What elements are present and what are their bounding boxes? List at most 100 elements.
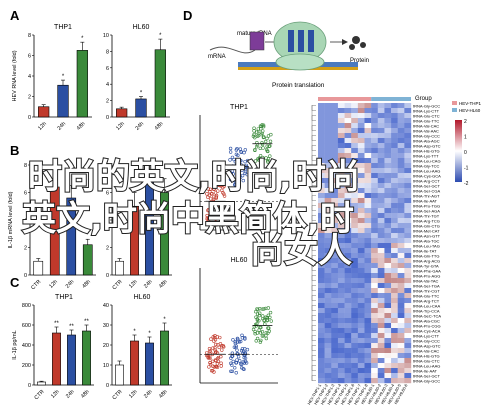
row-label: tRNA-Thr-AGT (413, 194, 440, 199)
y-tick-label: 8 (106, 49, 109, 55)
heatmap-cell (318, 168, 325, 174)
heatmap-cell (344, 188, 352, 194)
heatmap-cell (351, 128, 359, 134)
scatter-point (242, 150, 246, 155)
heatmap-cell (337, 213, 345, 219)
heatmap-cell (397, 183, 405, 189)
heatmap-cell (331, 118, 339, 124)
heatmap-cell (318, 203, 325, 209)
heatmap-cell (384, 358, 392, 364)
scatter-point (260, 330, 265, 334)
scatter-point (205, 213, 209, 218)
x-tick-label: 12h (128, 389, 139, 400)
scatter-point (208, 214, 213, 219)
chart-title: HL60 (134, 294, 151, 301)
heatmap-cell (331, 208, 339, 214)
heatmap-cell (324, 103, 332, 109)
heatmap-cell (324, 263, 332, 269)
heatmap-cell (318, 138, 325, 144)
heatmap-cell (391, 253, 398, 259)
heatmap-cell (351, 238, 359, 244)
heatmap-cell (357, 103, 365, 109)
heatmap-cell (331, 188, 339, 194)
heatmap-cell (371, 138, 378, 144)
heatmap-cell (397, 118, 405, 124)
scatter-point (222, 184, 226, 188)
heatmap-cell (337, 198, 345, 204)
heatmap-cell (371, 123, 378, 129)
heatmap-cell (337, 268, 345, 274)
heatmap-cell (324, 248, 332, 254)
heatmap-cell (351, 323, 359, 329)
heatmap-cell (364, 353, 372, 359)
y-tick-label: 2 (106, 246, 109, 252)
heatmap-cell (357, 363, 365, 369)
scatter-point (214, 195, 218, 199)
heatmap-cell (371, 223, 378, 229)
heatmap-cell (377, 138, 385, 144)
heatmap-cell (357, 183, 365, 189)
mrna-curve (209, 46, 256, 54)
scatter-point (231, 164, 235, 168)
heatmap-cell (371, 258, 378, 264)
scatter-point (246, 158, 250, 163)
heatmap-cell (364, 208, 372, 214)
x-tick-label: 24h (143, 389, 154, 400)
heatmap-cell (357, 218, 365, 224)
scatter-point (232, 178, 237, 183)
scatter-point (253, 310, 258, 314)
row-label: tRNA-His-GTG (413, 354, 440, 359)
heatmap-cell (324, 153, 332, 159)
heatmap-cell (337, 108, 345, 114)
heatmap-cell (344, 183, 352, 189)
dendrogram-branch (311, 235, 316, 241)
row-label: tRNA-Gly-TCC (413, 164, 440, 169)
heatmap-cell (344, 103, 352, 109)
heatmap-cell (357, 358, 365, 364)
x-tick-label: CTR (30, 279, 42, 291)
bar (67, 334, 76, 386)
dendrogram-branch (311, 335, 316, 341)
mrna-label: mRNA (208, 54, 226, 60)
scatter-point (266, 160, 270, 164)
row-label: tRNA-SeC-TCA (413, 314, 441, 319)
heatmap-cell (377, 208, 385, 214)
heatmap-cell (324, 283, 332, 289)
heatmap-cell (391, 298, 398, 304)
x-tick-label: 24h (65, 279, 76, 290)
heatmap-cell (351, 223, 359, 229)
heatmap-cell (324, 348, 332, 354)
heatmap-cell (357, 378, 365, 384)
translation-schematic: mRNA mature tRNA Protein Protein transla… (208, 21, 369, 89)
scatter-point (243, 359, 248, 364)
scatter-point (212, 180, 217, 185)
heatmap-cell (357, 263, 365, 269)
heatmap-cell (318, 263, 325, 269)
heatmap-cell (324, 273, 332, 279)
heatmap-cell (371, 153, 378, 159)
heatmap-cell (404, 158, 412, 164)
heatmap-cell (364, 153, 372, 159)
heatmap-cell (337, 148, 345, 154)
heatmap-cell (318, 248, 325, 254)
scatter-point (236, 161, 240, 165)
heatmap-cell (351, 178, 359, 184)
heatmap-cell (377, 118, 385, 124)
row-label: tRNA-Arg-CCT (413, 179, 440, 184)
row-label: tRNA-Pro-CGG (413, 324, 441, 329)
heatmap-cell (324, 123, 332, 129)
y-tick-label: 2 (28, 95, 31, 101)
heatmap-cell (344, 268, 352, 274)
heatmap-cell (331, 193, 339, 199)
scatter-point (265, 158, 270, 163)
bar (33, 260, 44, 276)
heatmap-cell (337, 188, 345, 194)
scatter-point (259, 338, 263, 343)
scatter-point (208, 361, 212, 365)
scatter-point (258, 153, 263, 158)
heatmap-cell (324, 278, 332, 284)
heatmap-cell (391, 178, 398, 184)
heatmap-cell (391, 293, 398, 299)
heatmap-cell (324, 333, 332, 339)
heatmap-cell (318, 258, 325, 264)
